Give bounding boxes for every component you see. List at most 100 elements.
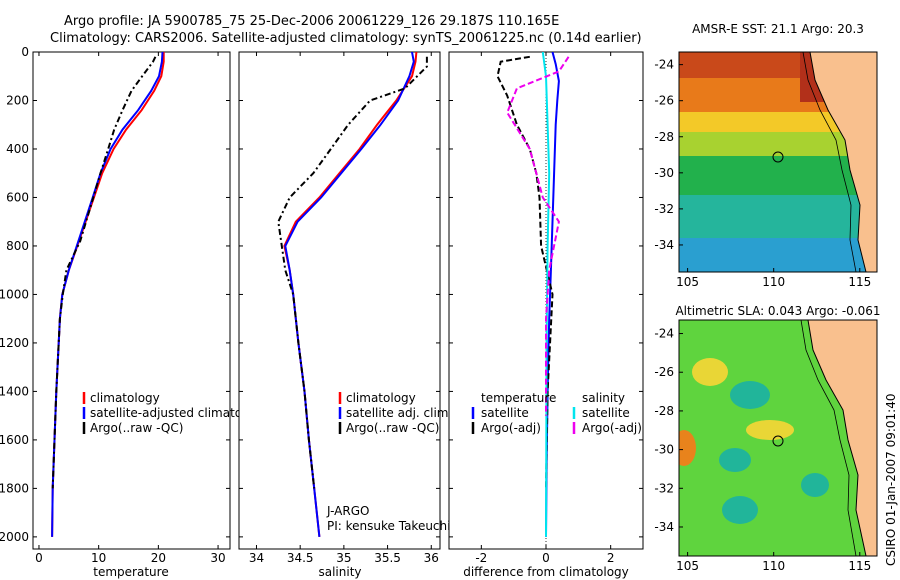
sst-map-title: AMSR-E SST: 21.1 Argo: 20.3 — [692, 22, 864, 36]
program-annotation: J-ARGO — [326, 504, 369, 518]
y-tick-label: 1000 — [0, 287, 29, 301]
legend-label-temp-argo: Argo(-adj) — [481, 421, 541, 435]
map-x-tick-label: 115 — [848, 275, 871, 289]
header-line-1: Argo profile: JA 5900785_75 25-Dec-2006 … — [64, 14, 559, 29]
map-y-tick-label: -30 — [654, 166, 674, 180]
x-tick-label: 35 — [336, 551, 351, 565]
x-tick-label: 34.5 — [287, 551, 314, 565]
salinity-legend: climatology satellite adj. clim. Argo(..… — [338, 391, 452, 435]
y-tick-label: 800 — [6, 239, 29, 253]
legend-label-satellite-adj: satellite adj. clim. — [346, 406, 452, 420]
x-tick-label: 2 — [607, 551, 615, 565]
difference-xlabel: difference from climatology — [463, 565, 629, 579]
temperature-profiles — [51, 52, 165, 537]
difference-legend: temperature satellite Argo(-adj) salinit… — [471, 391, 642, 435]
sla-low-anomaly-center — [719, 448, 751, 472]
legend-label-satellite-adjusted: satellite-adjusted climatology — [90, 406, 268, 420]
map-y-tick-label: -34 — [654, 238, 674, 252]
y-tick-label: 0 — [21, 45, 29, 59]
map-y-tick-label: -32 — [654, 481, 674, 495]
map-y-tick-label: -24 — [654, 58, 674, 72]
legend-label-argo: Argo(..raw -QC) — [90, 421, 183, 435]
sla-shelf-contour — [800, 320, 857, 556]
map-y-tick-label: -28 — [654, 404, 674, 418]
temperature-panel: 0 10 20 30 0 200 400 600 800 1000 1200 1400 1600 1800… — [0, 45, 268, 579]
x-tick-label: 36 — [424, 551, 439, 565]
sla-high-anomaly-central — [746, 420, 794, 440]
y-tick-label: 2000 — [0, 530, 29, 544]
x-tick-label: 35.5 — [374, 551, 401, 565]
sla-low-anomaly-north — [730, 381, 770, 409]
y-tick-label: 1400 — [0, 384, 29, 398]
sla-float-marker — [772, 435, 784, 447]
map-x-tick-label: 110 — [762, 559, 785, 573]
y-tick-label: 200 — [6, 93, 29, 107]
sst-float-marker — [772, 151, 784, 163]
temperature-xlabel: temperature — [93, 565, 168, 579]
sst-land — [809, 52, 877, 272]
difference-profiles — [496, 52, 570, 537]
y-tick-label: 1800 — [0, 481, 29, 495]
sst-map-frame — [678, 51, 878, 273]
series-line-argo-raw-qc- — [51, 56, 157, 489]
pi-annotation: PI: kensuke Takeuchi — [327, 519, 450, 533]
sla-field — [679, 320, 877, 556]
y-tick-label: 1200 — [0, 336, 29, 350]
temperature-axes-frame — [32, 51, 231, 550]
difference-panel: -2 0 2 difference from climatology tempera… — [448, 51, 644, 579]
sst-field — [679, 52, 877, 272]
map-x-tick-label: 110 — [762, 275, 785, 289]
x-tick-label: 34 — [249, 551, 264, 565]
header-line-2: Climatology: CARS2006. Satellite-adjuste… — [50, 31, 642, 46]
sla-map-ticks: 105 110 115 -24 -26 -28 -30 -32 -34 — [654, 327, 871, 573]
sla-map-frame — [678, 319, 878, 557]
map-y-tick-label: -34 — [654, 520, 674, 534]
map-y-tick-label: -32 — [654, 202, 674, 216]
x-tick-label: 0 — [35, 551, 43, 565]
sst-cold-band — [679, 238, 877, 272]
x-tick-label: 20 — [151, 551, 166, 565]
map-x-tick-label: 115 — [848, 559, 871, 573]
series-line-satellite-adj-clim- — [284, 52, 415, 538]
map-y-tick-label: -26 — [654, 365, 674, 379]
legend-label-climatology: climatology — [346, 391, 416, 405]
sla-warm-anomaly-west — [679, 430, 696, 466]
salinity-panel: 34 34.5 35 35.5 36 salinity climatology sate… — [238, 51, 452, 579]
x-tick-label: -2 — [475, 551, 487, 565]
salinity-profiles — [277, 52, 428, 538]
legend-label-climatology: climatology — [90, 391, 160, 405]
legend-label-temp-satellite: satellite — [481, 406, 529, 420]
salinity-xlabel: salinity — [318, 565, 361, 579]
y-tick-label: 1600 — [0, 433, 29, 447]
salinity-ticks: 34 34.5 35 35.5 36 — [239, 51, 440, 565]
map-y-tick-label: -26 — [654, 94, 674, 108]
map-x-tick-label: 105 — [676, 275, 699, 289]
legend-label-sal-satellite: satellite — [582, 406, 630, 420]
map-y-tick-label: -30 — [654, 443, 674, 457]
x-tick-label: 30 — [210, 551, 225, 565]
sla-low-anomaly-east — [801, 473, 829, 497]
sst-map-ticks: 105 110 115 -24 -26 -28 -30 -32 -34 — [654, 58, 871, 289]
legend-label-sal-argo: Argo(-adj) — [582, 421, 642, 435]
x-tick-label: 10 — [91, 551, 106, 565]
map-y-tick-label: -28 — [654, 130, 674, 144]
sst-shelf-contour — [802, 52, 857, 272]
sla-map-title: Altimetric SLA: 0.043 Argo: -0.061 — [675, 304, 880, 318]
sla-low-anomaly-south — [722, 496, 758, 524]
temperature-ticks: 0 10 20 30 0 200 400 600 800 1000 1200 1400 1600 1800… — [0, 45, 230, 565]
sst-map-panel: AMSR-E SST: 21.1 Argo: 20.3 105 110 115 -24… — [654, 22, 878, 289]
x-tick-label: 0 — [542, 551, 550, 565]
temperature-legend: climatology satellite-adjusted climatolo… — [82, 391, 268, 435]
salinity-axes-frame — [238, 51, 441, 550]
legend-title-temperature: temperature — [481, 391, 556, 405]
series-line-salinity-argo-adj- — [506, 56, 570, 416]
map-x-tick-label: 105 — [676, 559, 699, 573]
legend-label-argo: Argo(..raw -QC) — [346, 421, 439, 435]
series-line-salinity-satellite — [541, 52, 551, 537]
y-tick-label: 400 — [6, 142, 29, 156]
sla-map-panel: Altimetric SLA: 0.043 Argo: -0.061 105 11… — [654, 304, 880, 573]
series-line-argo-raw-qc- — [277, 56, 428, 489]
difference-ticks: -2 0 2 — [449, 51, 643, 565]
sla-high-anomaly-north — [692, 358, 728, 386]
